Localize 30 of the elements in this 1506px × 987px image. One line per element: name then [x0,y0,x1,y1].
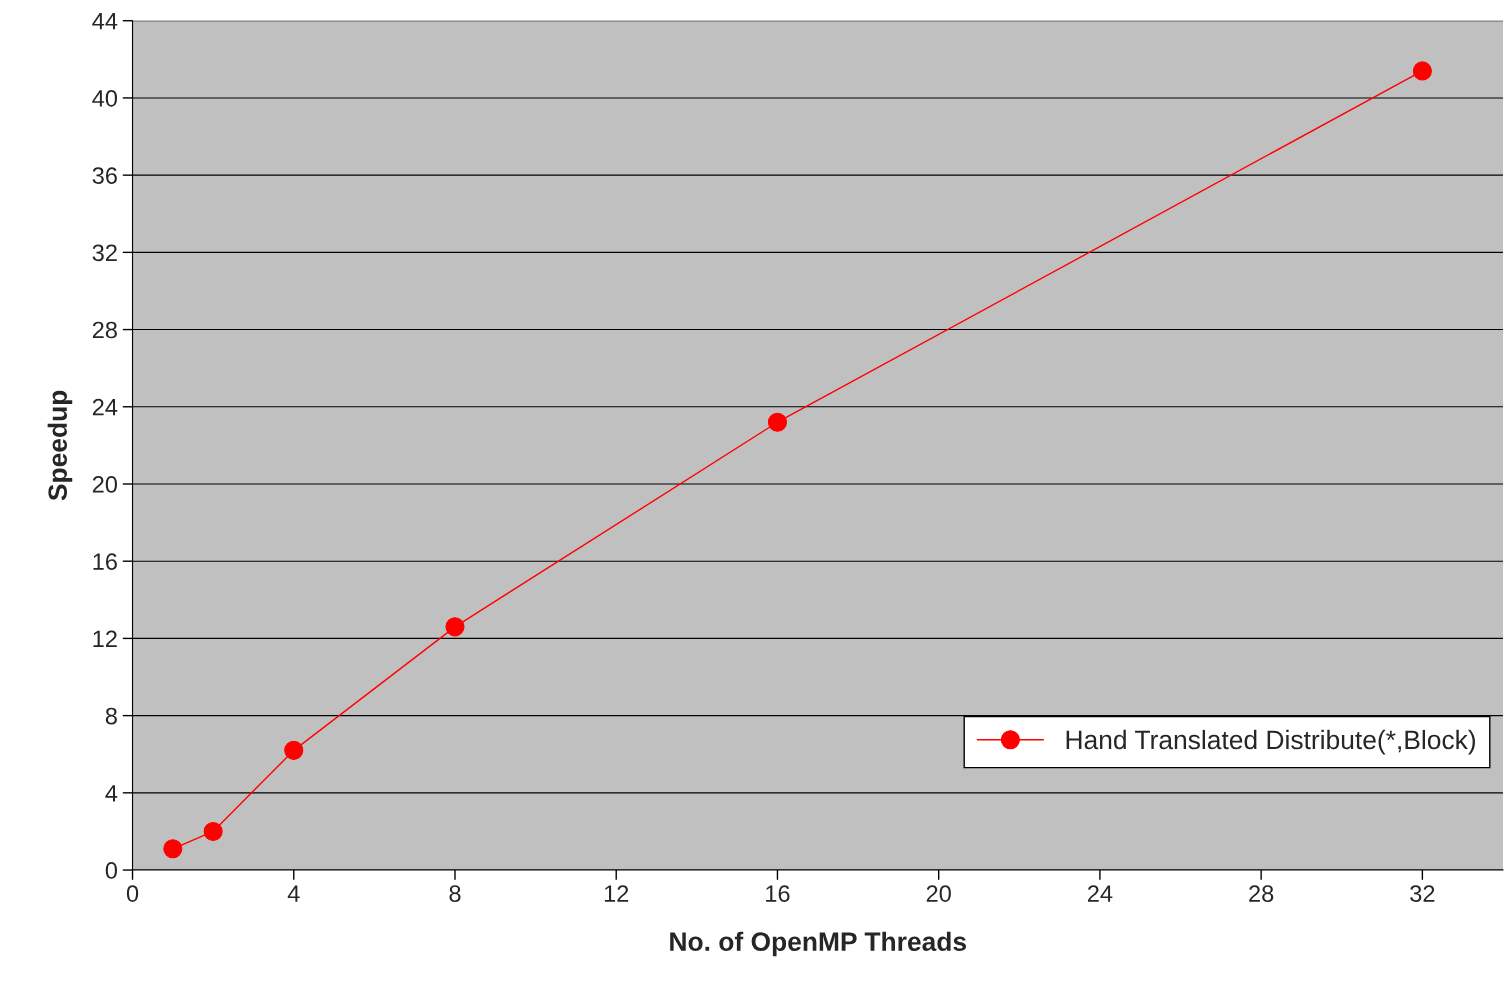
x-tick-label: 16 [766,885,790,902]
y-tick-label: 36 [92,167,117,184]
y-tick-label: 12 [93,630,117,647]
point [203,821,223,841]
y-tick-label: 44 [92,13,118,30]
x-tick-label: 8 [449,885,461,902]
y-tick-label: 8 [105,707,117,725]
y-tick-label: 24 [92,398,118,416]
x-tick-label: 4 [287,885,300,902]
point [284,740,304,760]
y-tick-label: 4 [105,785,118,802]
y-tick-label: 28 [92,321,117,339]
x-tick-label: 28 [1249,885,1274,902]
point [767,412,787,432]
point [1412,61,1432,81]
legend-label: Hand Translated Distribute(*,Block) [1066,729,1475,755]
x-tick-label: 20 [926,885,951,902]
x-tick-label: 12 [604,885,629,902]
x-tick-label: 24 [1087,885,1113,902]
point [163,839,183,859]
point [445,617,465,637]
y-tick-label: 16 [93,553,117,570]
y-tick-label: 40 [92,90,118,107]
y-tick-label: 32 [92,244,117,262]
y-axis-title: Speedup [47,390,73,501]
y-tick-label: 20 [92,476,118,493]
y-tick-label: 0 [105,862,118,879]
x-tick-label: 32 [1410,885,1435,902]
x-axis-title: No. of OpenMP Threads [670,931,966,957]
x-tick-label: 0 [126,885,139,902]
